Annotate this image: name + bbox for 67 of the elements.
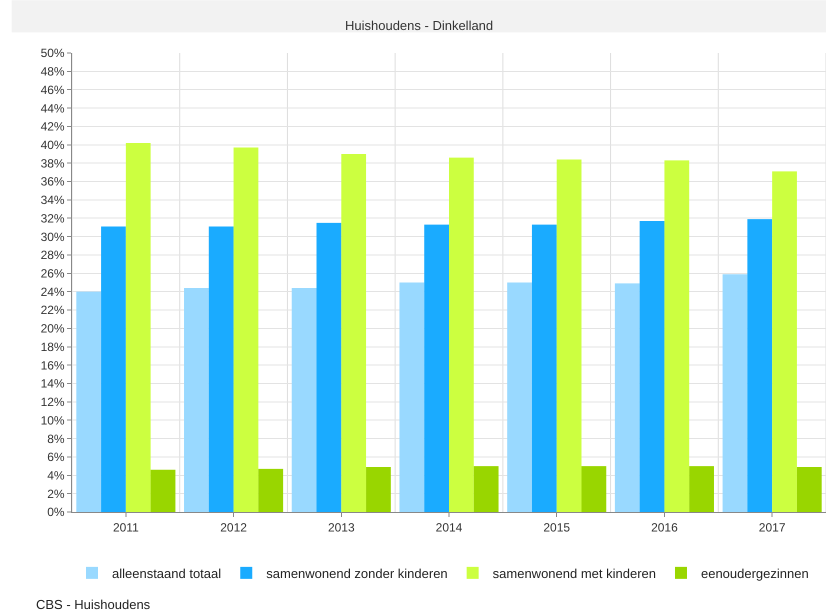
bar — [258, 468, 284, 512]
x-tick-label: 2014 — [436, 520, 463, 534]
y-tick-label: 36% — [40, 174, 65, 189]
bar — [366, 467, 391, 512]
bar — [76, 292, 102, 512]
x-tick-label: 2016 — [651, 520, 678, 534]
y-tick-label: 6% — [47, 450, 65, 464]
bar — [101, 226, 126, 512]
y-tick-label: 28% — [40, 248, 65, 262]
y-tick-label: 2% — [47, 486, 65, 501]
legend-label: samenwonend zonder kinderen — [266, 566, 448, 581]
bar — [234, 148, 258, 512]
y-tick-label: 50% — [40, 46, 65, 60]
bar — [316, 222, 342, 512]
x-tick-label: 2017 — [758, 520, 786, 534]
y-tick-label: 26% — [40, 266, 65, 281]
bar — [747, 219, 772, 512]
bar — [581, 466, 606, 512]
y-tick-label: 46% — [40, 82, 65, 97]
bar — [424, 224, 449, 512]
y-tick-label: 8% — [47, 432, 65, 446]
bar — [507, 282, 532, 512]
bar — [126, 142, 151, 512]
bar — [150, 470, 176, 512]
chart-title: Huishoudens - Dinkelland — [345, 18, 494, 33]
legend-label: alleenstaand totaal — [112, 566, 222, 581]
legend-label: eenoudergezinnen — [700, 566, 809, 581]
bar — [341, 154, 366, 512]
y-tick-label: 42% — [40, 120, 65, 134]
legend-label: samenwonend met kinderen — [492, 566, 656, 581]
y-tick-label: 32% — [40, 211, 65, 226]
x-tick-label: 2013 — [328, 520, 355, 534]
bar — [722, 274, 748, 512]
y-tick-label: 24% — [40, 284, 65, 299]
y-tick-label: 14% — [40, 376, 65, 391]
y-tick-label: 48% — [40, 64, 65, 79]
bar — [640, 220, 664, 512]
y-tick-label: 22% — [40, 303, 65, 318]
bar — [532, 224, 557, 512]
y-tick-label: 44% — [40, 101, 65, 116]
text: CBS - Huishoudens — [36, 597, 151, 610]
bar — [474, 466, 499, 512]
x-tick-label: 2012 — [220, 520, 248, 534]
bar — [689, 466, 714, 512]
bar — [614, 283, 640, 512]
y-tick-label: 38% — [40, 156, 65, 170]
bar — [664, 160, 690, 512]
bar — [556, 159, 582, 512]
bar — [449, 158, 474, 512]
y-tick-label: 30% — [40, 230, 65, 244]
bar — [399, 282, 424, 512]
bar — [772, 171, 797, 512]
bar — [208, 226, 234, 512]
y-tick-label: 4% — [47, 468, 65, 482]
y-tick-label: 0% — [47, 505, 65, 520]
bar — [184, 288, 209, 512]
y-tick-label: 40% — [40, 138, 65, 152]
y-tick-label: 12% — [40, 395, 65, 410]
y-tick-label: 20% — [40, 322, 65, 336]
y-tick-label: 34% — [40, 193, 65, 208]
bar — [292, 288, 317, 512]
bar — [796, 467, 822, 512]
y-tick-label: 18% — [40, 340, 65, 354]
y-tick-label: 16% — [40, 358, 65, 372]
x-tick-label: 2011 — [112, 520, 140, 534]
y-tick-label: 10% — [40, 413, 65, 428]
x-tick-label: 2015 — [543, 520, 570, 534]
